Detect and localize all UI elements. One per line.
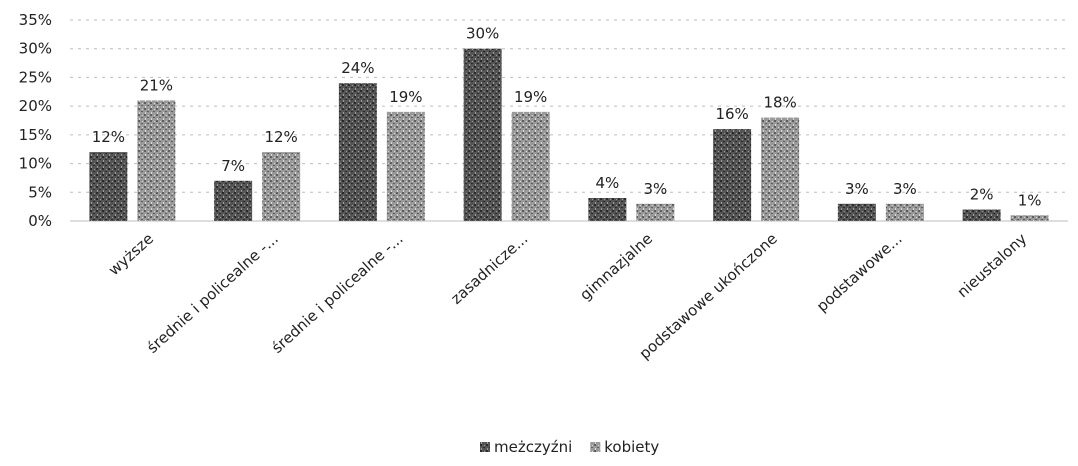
y-tick-label: 30% bbox=[19, 40, 52, 58]
data-label: 12% bbox=[264, 128, 297, 146]
data-label: 3% bbox=[845, 180, 869, 198]
y-tick-label: 25% bbox=[19, 68, 52, 86]
data-label: 7% bbox=[221, 157, 245, 175]
y-tick-label: 10% bbox=[19, 155, 52, 173]
legend-label: kobiety bbox=[604, 438, 659, 456]
data-label: 4% bbox=[595, 174, 619, 192]
bar-women bbox=[386, 111, 425, 221]
data-label: 3% bbox=[893, 180, 917, 198]
legend-swatch bbox=[480, 442, 490, 452]
data-label: 21% bbox=[140, 76, 173, 94]
bar-men bbox=[338, 83, 377, 222]
legend: meżczyźni kobiety bbox=[480, 438, 659, 456]
data-label: 18% bbox=[763, 94, 796, 112]
y-tick-label: 20% bbox=[19, 97, 52, 115]
bar-men bbox=[713, 129, 752, 221]
bar-women bbox=[511, 111, 550, 221]
data-label: 12% bbox=[92, 128, 125, 146]
bar-men bbox=[214, 180, 253, 221]
bar-men bbox=[89, 152, 128, 221]
y-tick-label: 5% bbox=[28, 183, 52, 201]
bar-women bbox=[137, 100, 176, 221]
bar-women bbox=[761, 117, 800, 221]
bar-women bbox=[262, 152, 301, 221]
bar-women bbox=[1010, 215, 1049, 221]
bar-women bbox=[636, 203, 675, 221]
x-category-label: podstawowe... bbox=[813, 230, 906, 316]
data-labels: 12% 7% 24% 30% 4% 16% 3% 2% 21% 12% 19% 19% 3% 18% 3% 1… bbox=[92, 25, 1042, 210]
data-label: 16% bbox=[715, 105, 748, 123]
y-tick-label: 0% bbox=[28, 212, 52, 230]
bar-men bbox=[588, 198, 627, 221]
bars bbox=[89, 48, 1049, 222]
x-category-label: gimnazjalne bbox=[576, 230, 656, 304]
legend-label: meżczyźni bbox=[494, 438, 572, 456]
data-label: 19% bbox=[514, 88, 547, 106]
data-label: 30% bbox=[466, 25, 499, 43]
y-tick-label: 35% bbox=[19, 11, 52, 29]
x-category-label: nieustalony bbox=[954, 230, 1031, 302]
data-label: 19% bbox=[389, 88, 422, 106]
x-category-label: średnie i policealne -... bbox=[143, 230, 281, 357]
bar-men bbox=[962, 209, 1001, 221]
data-label: 2% bbox=[970, 186, 994, 204]
bar-women bbox=[885, 203, 924, 221]
y-axis-ticks: 0% 5% 10% 15% 20% 25% 30% 35% bbox=[19, 11, 52, 230]
bar-men bbox=[837, 203, 876, 221]
data-label: 1% bbox=[1018, 191, 1042, 209]
legend-swatch bbox=[590, 442, 601, 452]
x-category-label: wyższe bbox=[105, 230, 157, 279]
data-label: 24% bbox=[341, 59, 374, 77]
y-tick-label: 15% bbox=[19, 126, 52, 144]
bar-men bbox=[463, 48, 502, 221]
x-category-label: średnie i policealne -... bbox=[268, 230, 406, 357]
data-label: 3% bbox=[643, 180, 667, 198]
x-category-label: zasadnicze... bbox=[447, 230, 531, 308]
x-category-label: podstawowe ukończone bbox=[636, 230, 781, 363]
